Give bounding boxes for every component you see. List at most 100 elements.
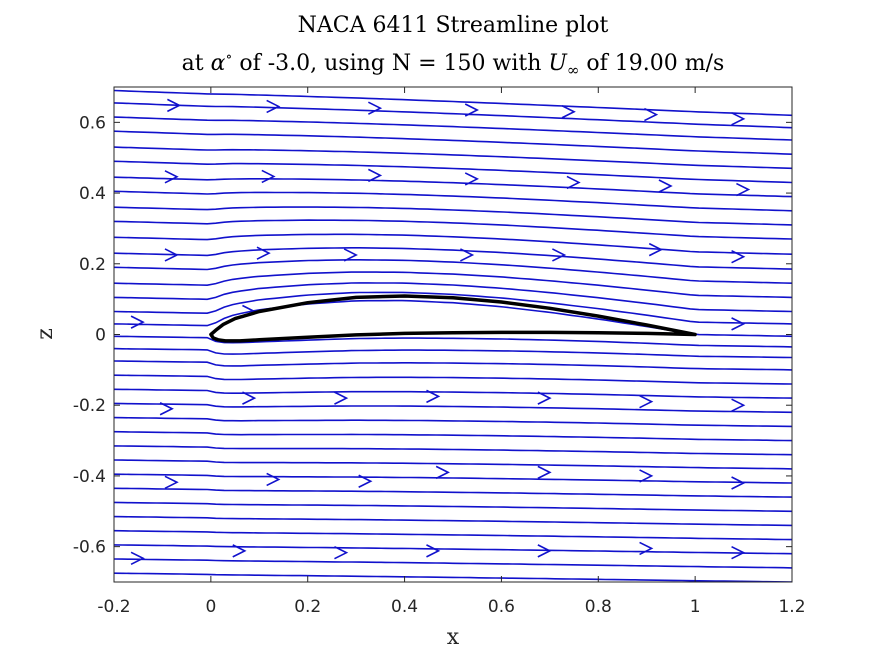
streamline-6 [114, 176, 792, 198]
streamline-14 [114, 282, 792, 313]
flow-arrow-44 [731, 545, 746, 560]
title-u-symbol: U [548, 51, 568, 76]
flow-arrow-19 [648, 242, 664, 257]
streamline-21 [114, 388, 792, 399]
chart-title-line1: NACA 6411 Streamline plot [298, 13, 609, 38]
streamline-7 [114, 190, 792, 212]
y-axis-label: z [33, 328, 58, 340]
airfoil-outline [209, 294, 697, 343]
flow-arrow-8 [261, 169, 276, 184]
flow-arrow-29 [639, 394, 654, 409]
x-tick-label: 0 [205, 597, 216, 617]
flow-arrow-16 [343, 248, 358, 262]
flow-arrow-40 [334, 545, 349, 560]
streamline-13 [114, 271, 792, 299]
y-tick-label: 0 [95, 326, 106, 346]
flow-arrow-21 [130, 315, 145, 329]
streamline-29 [114, 501, 792, 513]
streamline-34 [114, 572, 792, 582]
flow-arrow-24 [159, 402, 174, 416]
title-infinity-subscript: ∞ [567, 61, 580, 79]
x-axis-label: x [447, 625, 460, 650]
streamline-9 [114, 219, 792, 240]
streamline-30 [114, 515, 792, 527]
flow-arrow-32 [266, 472, 281, 487]
y-tick-label: 0.2 [79, 255, 106, 275]
flow-arrow-20 [731, 249, 746, 264]
x-tick-label: 0.6 [488, 597, 515, 617]
flow-arrow-10 [464, 172, 480, 186]
streamline-20 [114, 374, 792, 385]
streamline-18 [114, 347, 792, 359]
flow-arrow-11 [566, 175, 581, 190]
streamline-26 [114, 459, 792, 470]
streamline-33 [114, 558, 792, 569]
airfoil-group [209, 294, 697, 343]
streamline-12 [114, 259, 792, 284]
streamline-2 [114, 116, 792, 141]
y-tick-label: 0.6 [79, 113, 106, 133]
streamline-1 [114, 102, 792, 129]
flow-arrow-39 [232, 544, 247, 558]
flow-arrow-15 [256, 246, 271, 260]
flow-arrow-4 [561, 105, 576, 119]
flow-arrow-34 [435, 465, 450, 480]
flow-arrow-41 [426, 544, 441, 558]
x-tick-label: 1.2 [778, 597, 805, 617]
flow-arrow-12 [658, 179, 673, 193]
flow-arrow-43 [639, 541, 654, 556]
streamline-8 [114, 206, 792, 226]
streamline-0 [114, 89, 792, 117]
flow-arrow-5 [644, 107, 659, 122]
y-tick-label: -0.4 [73, 467, 106, 487]
flow-arrow-17 [460, 248, 475, 262]
flow-arrow-6 [731, 112, 746, 126]
flow-arrow-36 [639, 469, 654, 483]
streamline-15 [114, 291, 792, 325]
x-tick-label: -0.2 [97, 597, 130, 617]
flow-arrow-28 [537, 391, 552, 405]
title-prefix: at [182, 51, 211, 76]
streamline-32 [114, 544, 792, 555]
flow-arrow-31 [164, 475, 179, 490]
title-suffix: of 19.00 m/s [579, 51, 724, 76]
x-axis: -0.2 0 0.2 0.4 0.6 0.8 1 1.2 [97, 87, 806, 617]
arrows-group [130, 98, 751, 566]
title-alpha-symbol: α [211, 51, 226, 76]
chart-title-line2: at α∘ of -3.0, using N = 150 with U∞ of … [182, 49, 725, 79]
streamline-23 [114, 416, 792, 428]
x-tick-label: 0.4 [391, 597, 418, 617]
flow-arrow-1 [266, 99, 281, 114]
flow-arrow-42 [537, 544, 552, 558]
flow-arrow-3 [464, 103, 480, 117]
flow-arrow-0 [167, 98, 182, 113]
streamline-28 [114, 487, 792, 498]
streamline-31 [114, 529, 792, 541]
streamline-10 [114, 233, 792, 255]
flow-arrow-9 [367, 168, 383, 183]
flow-arrow-30 [731, 398, 746, 412]
flow-arrow-33 [358, 474, 373, 488]
flow-arrow-7 [164, 170, 179, 184]
title-mid: of -3.0, using N = 150 with [232, 51, 548, 76]
title-degree-symbol: ∘ [225, 49, 232, 65]
y-tick-label: -0.6 [73, 538, 106, 558]
streamline-11 [114, 247, 792, 270]
flow-arrow-25 [242, 391, 257, 405]
flow-arrow-37 [731, 476, 746, 490]
x-tick-label: 0.8 [585, 597, 612, 617]
streamline-25 [114, 445, 792, 456]
y-axis: -0.6 -0.4 -0.2 0 0.2 0.4 0.6 [73, 113, 792, 558]
flow-arrow-13 [736, 182, 751, 197]
y-tick-label: 0.4 [79, 184, 106, 204]
flow-arrow-26 [334, 391, 349, 405]
streamline-22 [114, 402, 792, 414]
flow-arrow-2 [367, 101, 383, 115]
flow-arrow-18 [552, 248, 567, 262]
streamline-5 [114, 160, 792, 184]
streamline-27 [114, 473, 792, 484]
flow-arrow-27 [426, 389, 441, 404]
flow-arrow-38 [130, 551, 145, 566]
x-tick-label: 1 [690, 597, 701, 617]
